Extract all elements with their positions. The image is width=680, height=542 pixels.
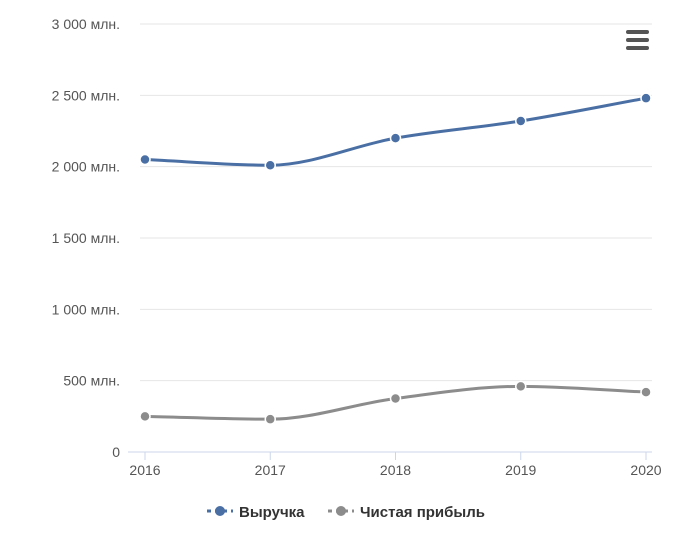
chart-menu-button[interactable] (620, 26, 654, 54)
x-tick-label: 2019 (505, 462, 536, 478)
legend-item-revenue[interactable]: Выручка (207, 504, 305, 521)
x-tick-label: 2018 (380, 462, 411, 478)
y-tick-label: 0 (112, 444, 120, 460)
y-tick-label: 3 000 млн. (52, 16, 120, 32)
data-point[interactable] (264, 413, 276, 425)
data-point[interactable] (640, 386, 652, 398)
legend-marker-symbol (215, 506, 225, 516)
grid-lines (140, 23, 652, 382)
y-tick-label: 2 000 млн. (52, 159, 120, 175)
hamburger-menu-icon (626, 30, 649, 50)
y-tick-label: 1 500 млн. (52, 230, 120, 246)
legend-label: Выручка (239, 504, 305, 521)
legend-label: Чистая прибыль (360, 504, 485, 521)
legend: Выручка Чистая прибыль (207, 504, 485, 521)
data-point[interactable] (515, 115, 527, 127)
data-point[interactable] (389, 392, 402, 405)
menu-icon-bar-middle (626, 38, 649, 42)
series-net-profit (139, 380, 652, 425)
axes (128, 451, 652, 460)
legend-marker-symbol (336, 506, 346, 516)
series-layer (139, 92, 652, 425)
data-point[interactable] (264, 159, 276, 171)
data-point[interactable] (640, 92, 652, 104)
data-point[interactable] (389, 132, 402, 144)
menu-icon-bar-top (626, 30, 649, 34)
y-tick-label: 500 млн. (63, 373, 120, 389)
legend-item-net-profit[interactable]: Чистая прибыль (328, 504, 485, 521)
x-tick-label: 2017 (255, 462, 286, 478)
series-revenue (139, 92, 652, 171)
data-point[interactable] (139, 153, 151, 166)
x-tick-label: 2016 (129, 462, 160, 478)
y-tick-label: 2 500 млн. (52, 87, 120, 103)
x-tick-label: 2020 (630, 462, 661, 478)
menu-icon-bar-bottom (626, 46, 649, 50)
series-line (143, 96, 648, 167)
y-tick-label: 1 000 млн. (52, 301, 120, 317)
data-point[interactable] (139, 410, 151, 423)
y-axis-tick-labels: 0 500 млн. 1 000 млн. 1 500 млн. 2 000 млн. 2… (52, 16, 121, 460)
x-axis-tick-labels: 2016 2017 2018 2019 2020 (129, 462, 661, 478)
data-point[interactable] (515, 380, 527, 393)
